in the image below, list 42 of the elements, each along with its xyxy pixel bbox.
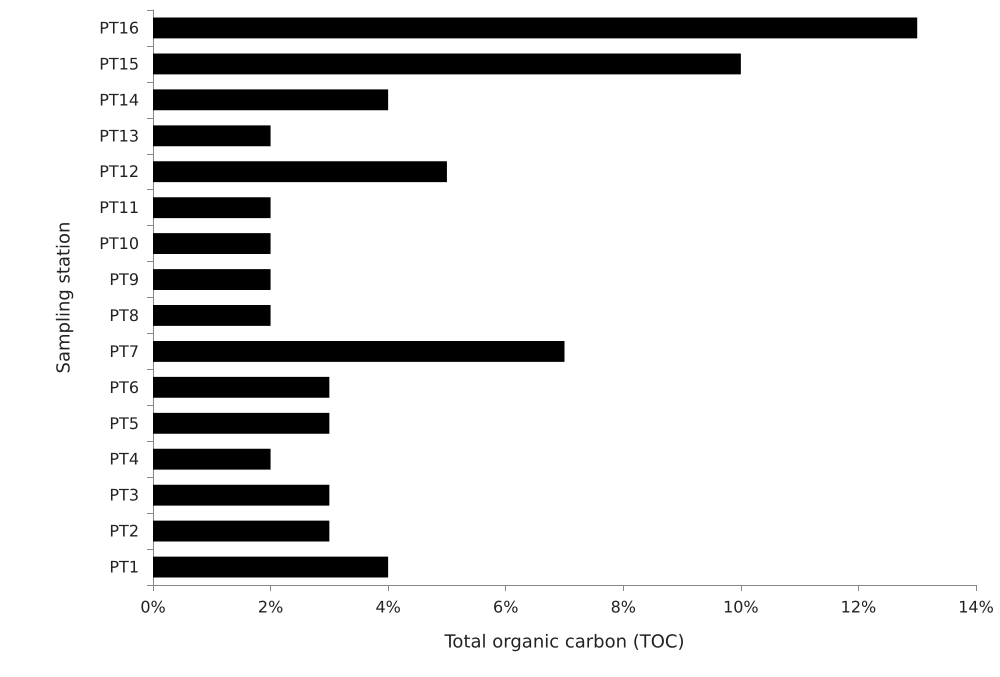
x-tick-label: 0%: [140, 598, 166, 616]
x-tick-label: 6%: [493, 598, 518, 616]
y-tick-label: PT4: [109, 450, 139, 469]
bar: [153, 233, 271, 254]
bar: [153, 376, 330, 398]
x-tick-label: 8%: [610, 598, 636, 616]
bar: [153, 412, 330, 434]
bar: [153, 340, 564, 362]
bar: [153, 161, 447, 182]
y-tick-label: PT16: [99, 18, 139, 38]
bar: [153, 89, 388, 110]
y-tick-label: PT1: [109, 558, 139, 577]
y-tick-label: PT3: [109, 486, 139, 505]
bar: [153, 18, 918, 38]
y-tick-label: PT8: [109, 306, 139, 325]
bar: [153, 448, 271, 470]
bar: [153, 520, 330, 542]
x-tick-label: 10%: [723, 598, 759, 616]
x-axis-title: Total organic carbon (TOC): [443, 632, 685, 652]
bar: [153, 197, 271, 218]
bar: [153, 125, 271, 146]
y-tick-label: PT5: [109, 414, 139, 433]
bar: [153, 53, 741, 74]
y-axis-title: Sampling station: [54, 222, 74, 374]
y-tick-label: PT14: [99, 90, 139, 110]
bar: [153, 269, 271, 290]
bar: [153, 484, 330, 506]
y-tick-label: PT9: [109, 270, 139, 290]
y-tick-label: PT2: [109, 522, 139, 541]
y-tick-label: PT6: [109, 378, 139, 397]
y-tick-label: PT11: [99, 198, 139, 218]
x-tick-label: 4%: [375, 598, 401, 616]
y-tick-label: PT12: [99, 162, 139, 182]
y-tick-label: PT15: [99, 54, 139, 74]
x-tick-label: 14%: [958, 598, 994, 616]
y-tick-label: PT13: [99, 126, 139, 146]
bar: [153, 556, 388, 578]
y-tick-label: PT7: [109, 342, 139, 361]
x-tick-label: 2%: [258, 598, 284, 616]
y-tick-label: PT10: [99, 234, 139, 254]
x-tick-label: 12%: [840, 598, 876, 616]
bar: [153, 305, 271, 326]
